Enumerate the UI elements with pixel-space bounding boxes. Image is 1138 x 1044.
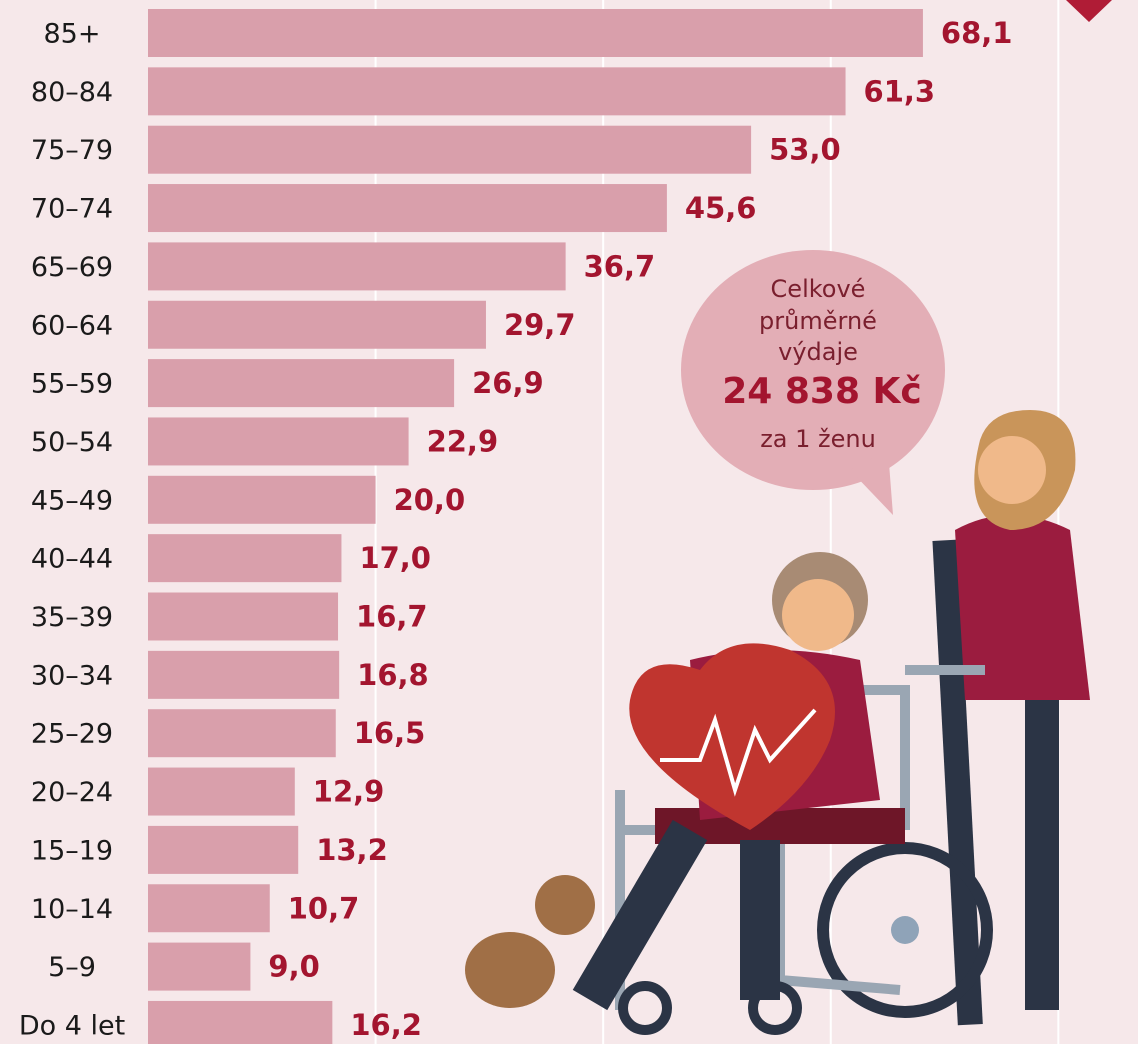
y-tick-label: 50–54: [31, 427, 113, 458]
bar: [148, 826, 298, 874]
bar: [148, 67, 846, 115]
value-label: 68,1: [941, 16, 1013, 50]
bar: [148, 768, 295, 816]
bar: [148, 359, 454, 407]
y-tick-label: 20–24: [31, 777, 113, 808]
bar: [148, 709, 336, 757]
dog: [465, 932, 555, 1008]
value-label: 9,0: [268, 950, 319, 984]
value-label: 22,9: [427, 424, 499, 458]
bar: [148, 417, 409, 465]
bar: [148, 242, 566, 290]
value-label: 16,8: [357, 658, 429, 692]
value-label: 20,0: [394, 483, 466, 517]
bar: [148, 301, 486, 349]
y-tick-label: Do 4 let: [19, 1010, 125, 1041]
value-label: 12,9: [313, 775, 385, 809]
value-label: 16,5: [354, 716, 426, 750]
bubble-amount: 24 838 Kč: [722, 371, 922, 412]
bubble-text: za 1 ženu: [760, 425, 876, 453]
y-tick-label: 60–64: [31, 310, 113, 341]
value-label: 16,7: [356, 600, 428, 634]
value-label: 17,0: [359, 541, 431, 575]
bubble-text: Celkové: [771, 275, 866, 303]
y-tick-label: 40–44: [31, 544, 113, 575]
y-tick-label: 30–34: [31, 660, 113, 691]
y-tick-label: 5–9: [48, 952, 96, 983]
head: [978, 436, 1046, 504]
chart: Celkové průměrné výdaje 24 838 Kč za 1 ž…: [0, 0, 1138, 1044]
value-label: 45,6: [685, 191, 757, 225]
y-tick-label: 70–74: [31, 194, 113, 225]
y-tick-label: 75–79: [31, 135, 113, 166]
value-label: 26,9: [472, 366, 544, 400]
y-tick-label: 35–39: [31, 602, 113, 633]
value-label: 16,2: [350, 1008, 422, 1042]
bar: [148, 593, 338, 641]
y-tick-label: 65–69: [31, 252, 113, 283]
bar: [148, 126, 751, 174]
bar: [148, 1001, 332, 1044]
bubble-text: výdaje: [778, 338, 858, 366]
hub: [891, 916, 919, 944]
dog-head: [535, 875, 595, 935]
value-label: 61,3: [864, 74, 936, 108]
y-tick-label: 15–19: [31, 835, 113, 866]
bar: [148, 651, 339, 699]
value-label: 29,7: [504, 308, 576, 342]
value-label: 36,7: [584, 249, 656, 283]
bar: [148, 943, 250, 991]
bar: [148, 184, 667, 232]
bar: [148, 476, 376, 524]
y-tick-label: 10–14: [31, 894, 113, 925]
y-tick-label: 55–59: [31, 369, 113, 400]
bubble-text: průměrné: [759, 307, 877, 335]
bar: [148, 884, 270, 932]
value-label: 13,2: [316, 833, 388, 867]
value-label: 10,7: [288, 891, 360, 925]
bar: [148, 534, 341, 582]
y-tick-label: 25–29: [31, 719, 113, 750]
value-label: 53,0: [769, 133, 841, 167]
head: [782, 579, 854, 651]
y-tick-label: 80–84: [31, 77, 113, 108]
y-tick-label: 45–49: [31, 485, 113, 516]
bar: [148, 9, 923, 57]
y-tick-label: 85+: [44, 19, 101, 50]
